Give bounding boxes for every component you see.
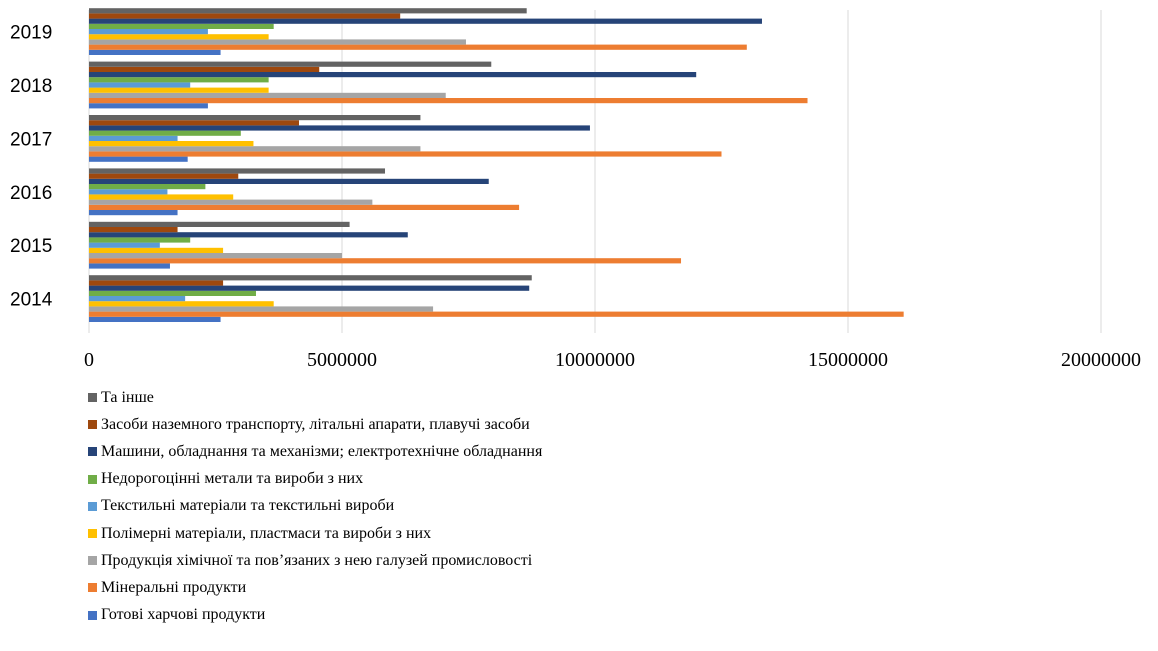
bar [89, 306, 434, 312]
bar [89, 29, 208, 35]
x-tick-label: 0 [84, 349, 94, 371]
legend-swatch [88, 420, 97, 430]
bar [89, 34, 269, 40]
bar [89, 285, 530, 291]
category-labels: 2014 2015 2016 2017 2018 2019 [10, 23, 53, 311]
bar [89, 189, 168, 195]
bar [89, 87, 269, 93]
category-label: 2018 [10, 76, 52, 97]
bar [89, 115, 421, 121]
bar [89, 156, 188, 162]
bar [89, 242, 160, 248]
x-tick-labels: 0 5000000 10000000 15000000 20000000 [84, 349, 1141, 371]
legend-swatch [88, 447, 97, 457]
bar [89, 103, 208, 109]
bar [89, 92, 446, 98]
x-tick-label: 10000000 [555, 349, 635, 371]
legend-label: Та інше [101, 388, 154, 406]
bar [89, 227, 178, 233]
bar [89, 253, 342, 259]
bar [89, 290, 256, 296]
legend-swatch [88, 393, 97, 403]
bar [89, 204, 520, 210]
bar [89, 296, 186, 302]
bar [89, 135, 178, 141]
legend-item: Засоби наземного транспорту, літальні ап… [88, 411, 542, 438]
bar [89, 125, 590, 131]
bar-chart: 2014 2015 2016 2017 2018 2019 0 5000000 1000000… [10, 8, 1141, 371]
bar [89, 146, 421, 152]
bar [89, 66, 320, 72]
bar [89, 301, 274, 307]
legend-swatch [88, 529, 97, 539]
bar [89, 77, 269, 83]
bar [89, 316, 221, 322]
legend-swatch [88, 610, 97, 620]
category-label: 2019 [10, 23, 52, 44]
legend-label: Недорогоцінні метали та вироби з них [101, 470, 364, 488]
legend-swatch [88, 583, 97, 593]
bar [89, 44, 747, 50]
bar [89, 210, 178, 216]
bar [89, 194, 234, 200]
legend-item: Продукція хімічної та пов’язаних з нею г… [88, 547, 542, 574]
bar [89, 141, 254, 147]
bar [89, 120, 299, 126]
bar [89, 39, 466, 45]
legend-swatch [88, 556, 97, 566]
x-tick-label: 20000000 [1061, 349, 1141, 371]
bar [89, 173, 239, 179]
category-label: 2016 [10, 183, 52, 204]
bars [89, 8, 904, 322]
legend-item: Машини, обладнання та механізми; електро… [88, 438, 542, 465]
bar [89, 82, 191, 88]
bar [89, 232, 408, 238]
legend-swatch [88, 501, 97, 511]
category-label: 2017 [10, 129, 52, 150]
legend-label: Текстильні матеріали та текстильні вироб… [101, 497, 395, 515]
bar [89, 311, 904, 317]
bar [89, 8, 527, 14]
bar [89, 23, 274, 29]
legend-label: Мінеральні продукти [101, 578, 247, 596]
bar [89, 18, 762, 24]
legend-item: Та інше [88, 384, 542, 411]
legend: Та інше Засоби наземного транспорту, літа… [88, 384, 542, 629]
legend-label: Полімерні матеріали, пластмаси та вироби… [101, 524, 432, 542]
bar [89, 258, 682, 264]
bar [89, 168, 386, 174]
category-label: 2014 [10, 290, 53, 311]
legend-item: Готові харчові продукти [88, 602, 542, 629]
bar [89, 151, 722, 157]
legend-item: Текстильні матеріали та текстильні вироб… [88, 493, 542, 520]
bar [89, 178, 489, 184]
bar [89, 61, 492, 67]
bar [89, 221, 350, 227]
legend-item: Полімерні матеріали, пластмаси та вироби… [88, 520, 542, 547]
legend-swatch [88, 474, 97, 484]
legend-label: Засоби наземного транспорту, літальні ап… [101, 415, 530, 433]
category-label: 2015 [10, 236, 52, 257]
legend-item: Недорогоцінні метали та вироби з них [88, 466, 542, 493]
bar [89, 49, 221, 55]
bar [89, 280, 224, 286]
bar [89, 98, 808, 104]
bar [89, 275, 532, 281]
bar [89, 237, 191, 243]
bar [89, 199, 373, 205]
legend-item: Мінеральні продукти [88, 574, 542, 601]
bar [89, 13, 401, 19]
bar [89, 247, 224, 253]
x-tick-label: 5000000 [307, 349, 377, 371]
legend-label: Готові харчові продукти [101, 606, 266, 624]
legend-label: Продукція хімічної та пов’язаних з нею г… [101, 551, 533, 569]
bar [89, 184, 206, 190]
bar [89, 263, 170, 269]
legend-label: Машини, обладнання та механізми; електро… [101, 442, 543, 460]
x-tick-label: 15000000 [808, 349, 888, 371]
bar [89, 72, 697, 78]
bar [89, 130, 241, 136]
